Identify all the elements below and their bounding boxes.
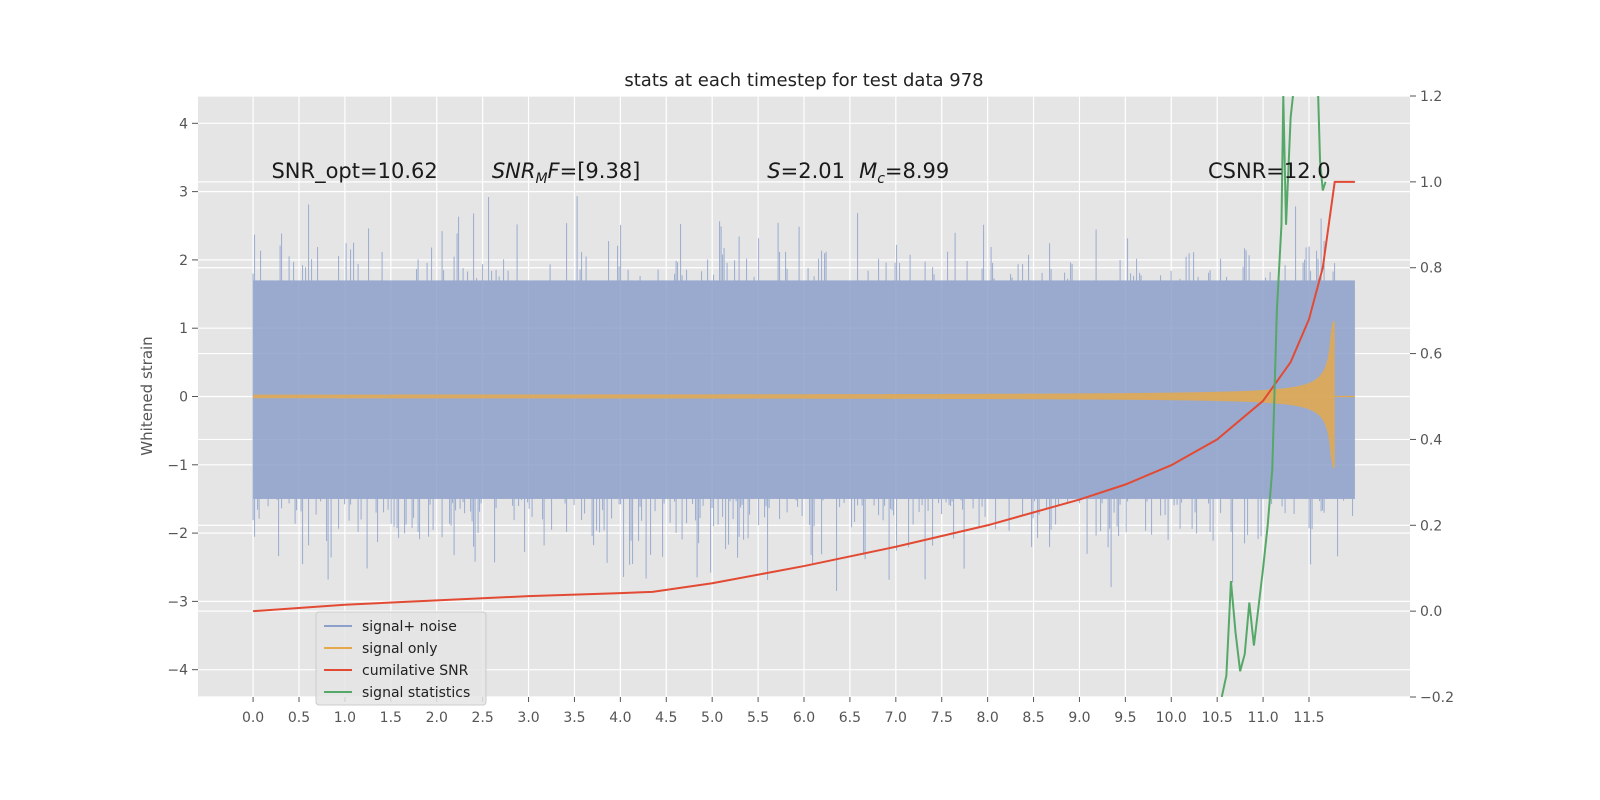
legend: signal+ noise signal only cumilative SNR si… <box>315 611 487 706</box>
annotation-part: M <box>859 159 877 183</box>
y-axis-label: Whitened strain <box>138 336 156 455</box>
annotation-csnr: CSNR=12.0 <box>1208 159 1331 183</box>
series-signal-only <box>253 321 1355 468</box>
y-tick-label: 2 <box>179 253 188 269</box>
x-tick-label: 10.5 <box>1202 710 1233 726</box>
x-tick-label: 9.0 <box>1068 710 1090 726</box>
y-tick-label: 3 <box>179 185 188 201</box>
y-tick-label: 0 <box>179 390 188 406</box>
annotation-part: =[9.38] <box>560 159 641 183</box>
annotation-part: c <box>877 171 885 187</box>
series-cumulative-snr <box>253 180 1355 613</box>
y-tick-label: −3 <box>167 594 188 610</box>
y-right-tick-label: 0.4 <box>1420 432 1442 448</box>
x-tick-label: 3.5 <box>563 710 585 726</box>
series-signal-noise <box>252 196 1355 591</box>
legend-label: signal statistics <box>362 685 470 701</box>
y-tick-label: −4 <box>167 663 188 679</box>
x-tick-label: 5.5 <box>747 710 769 726</box>
y-tick-label: 4 <box>179 116 188 132</box>
tick-labels: 0.0 0.5 1.0 1.5 2.0 2.5 3.0 3.5 4.0 4.5 5.0 5.5 6.0 6… <box>167 89 1454 726</box>
x-tick-label: 3.0 <box>517 710 539 726</box>
x-tick-label: 7.0 <box>885 710 907 726</box>
plot-area: 0.0 0.5 1.0 1.5 2.0 2.5 3.0 3.5 4.0 4.5 5.0 5.5 6.0 6… <box>167 89 1454 726</box>
x-tick-label: 8.5 <box>1022 710 1044 726</box>
annotation-mc: Mc=8.99 <box>859 159 949 187</box>
x-tick-label: 0.5 <box>288 710 310 726</box>
data-layer <box>252 96 1355 697</box>
x-tick-label: 11.0 <box>1248 710 1279 726</box>
x-tick-label: 1.0 <box>334 710 356 726</box>
x-tick-label: 7.5 <box>931 710 953 726</box>
annotation-s: S=2.01 <box>767 159 845 183</box>
x-tick-label: 10.0 <box>1156 710 1187 726</box>
annotation-part: SNR <box>492 159 536 183</box>
y-right-tick-label: 0.8 <box>1420 261 1442 277</box>
annotation-part: M <box>535 171 547 187</box>
x-tick-label: 1.5 <box>380 710 402 726</box>
x-tick-label: 11.5 <box>1293 710 1324 726</box>
legend-label: signal only <box>362 641 437 657</box>
y-right-tick-label: 0.6 <box>1420 347 1442 363</box>
annotation-part: CSNR=12.0 <box>1208 159 1331 183</box>
legend-box <box>315 611 487 706</box>
x-tick-label: 5.0 <box>701 710 723 726</box>
annotation-snr-opt: SNR_opt=10.62 <box>271 159 437 184</box>
legend-label: signal+ noise <box>362 619 457 635</box>
annotation-part: S <box>767 159 780 183</box>
y-right-tick-label: 1.2 <box>1420 89 1442 105</box>
x-tick-label: 6.0 <box>793 710 815 726</box>
x-tick-label: 0.0 <box>242 710 264 726</box>
y-right-tick-label: −0.2 <box>1420 690 1454 706</box>
x-tick-label: 2.5 <box>472 710 494 726</box>
annotation-part: =8.99 <box>885 159 949 183</box>
annotations: SNR_opt=10.62 SNRMF=[9.38] S=2.01 Mc=8.99 CS… <box>271 159 1330 187</box>
x-tick-label: 8.0 <box>977 710 999 726</box>
series-signal-statistics <box>1220 96 1327 697</box>
y-tick-label: 1 <box>179 321 188 337</box>
y-right-tick-label: 0.0 <box>1420 604 1442 620</box>
annotation-part: =2.01 <box>781 159 845 183</box>
y-right-tick-label: 0.2 <box>1420 518 1442 534</box>
legend-label: cumilative SNR <box>362 663 469 679</box>
x-tick-label: 2.0 <box>426 710 448 726</box>
x-tick-label: 9.5 <box>1114 710 1136 726</box>
annotation-part: SNR_opt=10.62 <box>271 159 437 184</box>
y-tick-label: −2 <box>167 526 188 542</box>
chart-title: stats at each timestep for test data 978 <box>624 70 983 91</box>
y-tick-label: −1 <box>167 458 188 474</box>
signal-envelope <box>253 321 1335 468</box>
x-tick-label: 4.5 <box>655 710 677 726</box>
annotation-snr-mf: SNRMF=[9.38] <box>492 159 641 187</box>
annotation-part: F <box>548 159 561 183</box>
y-right-tick-label: 1.0 <box>1420 175 1442 191</box>
x-tick-label: 6.5 <box>839 710 861 726</box>
x-tick-label: 4.0 <box>609 710 631 726</box>
